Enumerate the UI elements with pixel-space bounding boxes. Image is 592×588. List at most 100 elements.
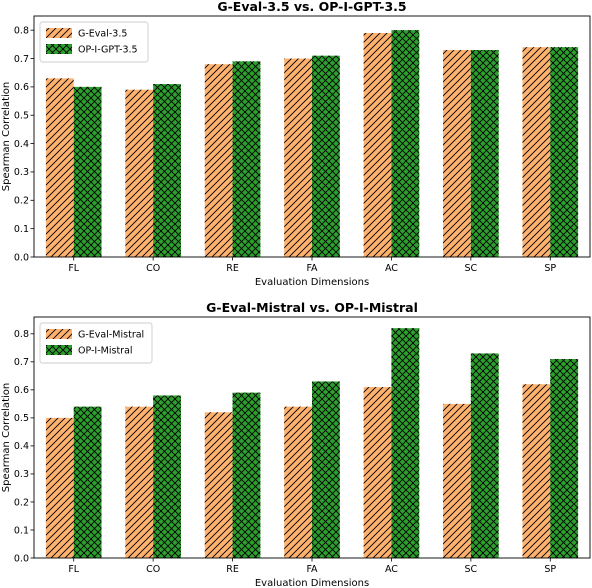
bar-g-eval-3-5-sc (443, 50, 471, 257)
bar-g-eval-3-5-re (204, 64, 233, 257)
legend-swatch (46, 329, 72, 339)
x-tick-label: FA (306, 564, 318, 575)
chart-title: G-Eval-Mistral vs. OP-I-Mistral (206, 300, 418, 315)
x-tick-label: RE (226, 263, 239, 274)
bar-hatch (153, 84, 181, 257)
swatch-hatch (46, 345, 72, 355)
x-axis-label: Evaluation Dimensions (255, 578, 369, 588)
bar-g-eval-mistral-fa (284, 406, 312, 558)
y-tick-label: 0.0 (14, 252, 29, 263)
y-tick-label: 0.1 (14, 224, 29, 235)
x-tick-label: SC (465, 564, 478, 575)
bar-hatch (45, 78, 74, 258)
bar-hatch (284, 406, 312, 558)
bar-hatch (470, 353, 499, 558)
bar-g-eval-mistral-ac (363, 387, 392, 558)
bar-hatch (125, 406, 154, 558)
bar-hatch (73, 86, 102, 257)
bar-hatch (73, 406, 102, 558)
bar-hatch (284, 58, 312, 257)
bar-g-eval-mistral-fl (45, 417, 74, 558)
swatch-hatch (46, 44, 72, 54)
x-tick-label: FL (68, 263, 79, 274)
legend-swatch (46, 345, 72, 355)
bar-op-i-gpt-3-5-co (153, 84, 181, 257)
legend-swatch (46, 44, 72, 54)
bar-hatch (391, 328, 420, 558)
y-tick-label: 0.5 (14, 413, 29, 424)
y-tick-label: 0.0 (14, 553, 29, 564)
bar-hatch (443, 403, 471, 558)
bar-g-eval-3-5-ac (363, 33, 392, 257)
y-tick-label: 0.1 (14, 525, 29, 536)
bar-hatch (232, 61, 261, 258)
y-tick-label: 0.8 (14, 25, 29, 36)
chart-panel-2: G-Eval-Mistral vs. OP-I-Mistral 0.0 0.1 0.2… (1, 300, 591, 588)
y-tick-label: 0.3 (14, 167, 29, 178)
bar-hatch (204, 412, 233, 558)
bar-g-eval-mistral-co (125, 406, 154, 558)
chart-title: G-Eval-3.5 vs. OP-I-GPT-3.5 (217, 0, 406, 14)
legend-label: G-Eval-3.5 (78, 29, 127, 40)
bar-op-i-gpt-3-5-sp (550, 47, 579, 258)
bar-hatch (470, 50, 499, 257)
y-axis-label: Spearman Correlation (1, 383, 12, 492)
x-tick-label: CO (146, 263, 160, 274)
bar-hatch (550, 47, 579, 258)
bar-hatch (522, 384, 551, 558)
bar-op-i-mistral-sc (470, 353, 499, 558)
y-tick-label: 0.6 (14, 385, 29, 396)
x-axis-label: Evaluation Dimensions (255, 277, 369, 288)
x-tick-label: SC (465, 263, 478, 274)
bar-op-i-gpt-3-5-ac (391, 30, 420, 258)
bar-hatch (363, 33, 392, 257)
x-tick-label: FA (306, 263, 318, 274)
swatch-hatch (46, 329, 72, 339)
y-tick-label: 0.2 (14, 196, 29, 207)
bar-hatch (153, 395, 181, 558)
y-axis-label: Spearman Correlation (1, 82, 12, 191)
bar-op-i-mistral-fl (73, 406, 102, 558)
bar-op-i-gpt-3-5-fl (73, 86, 102, 257)
bar-g-eval-mistral-re (204, 412, 233, 558)
legend-label: G-Eval-Mistral (78, 330, 144, 341)
x-tick-label: AC (385, 263, 398, 274)
y-tick-label: 0.4 (14, 441, 29, 452)
y-tick-label: 0.5 (14, 111, 29, 122)
bar-hatch (45, 417, 74, 558)
bar-hatch (363, 387, 392, 558)
y-tick-label: 0.2 (14, 497, 29, 508)
chart-panel-1: G-Eval-3.5 vs. OP-I-GPT-3.5 0.0 0.1 0.2 0.3 0… (1, 0, 591, 288)
legend: G-Eval-Mistral OP-I-Mistral (39, 322, 153, 364)
legend-swatch (46, 28, 72, 38)
bar-op-i-gpt-3-5-fa (312, 55, 340, 257)
bar-g-eval-3-5-fl (45, 78, 74, 258)
y-tick-label: 0.8 (14, 329, 29, 340)
legend-label: OP-I-GPT-3.5 (78, 45, 138, 56)
bar-op-i-mistral-ac (391, 328, 420, 558)
bar-hatch (522, 47, 551, 258)
legend-label: OP-I-Mistral (78, 346, 133, 357)
x-tick-label: RE (226, 564, 239, 575)
bar-g-eval-3-5-sp (522, 47, 551, 258)
bar-g-eval-3-5-fa (284, 58, 312, 257)
bar-op-i-mistral-sp (550, 359, 579, 558)
bar-op-i-mistral-fa (312, 381, 340, 558)
legend: G-Eval-3.5 OP-I-GPT-3.5 (39, 21, 149, 63)
bar-hatch (443, 50, 471, 257)
bar-g-eval-mistral-sp (522, 384, 551, 558)
x-tick-label: CO (146, 564, 160, 575)
y-tick-label: 0.3 (14, 469, 29, 480)
x-tick-label: FL (68, 564, 79, 575)
bar-op-i-mistral-co (153, 395, 181, 558)
bar-op-i-gpt-3-5-re (232, 61, 261, 258)
x-tick-label: SP (544, 564, 556, 575)
x-tick-label: SP (544, 263, 556, 274)
swatch-hatch (46, 28, 72, 38)
bar-hatch (204, 64, 233, 257)
bar-hatch (312, 55, 340, 257)
y-tick-label: 0.7 (14, 54, 29, 65)
bar-hatch (125, 89, 154, 257)
y-tick-label: 0.7 (14, 357, 29, 368)
